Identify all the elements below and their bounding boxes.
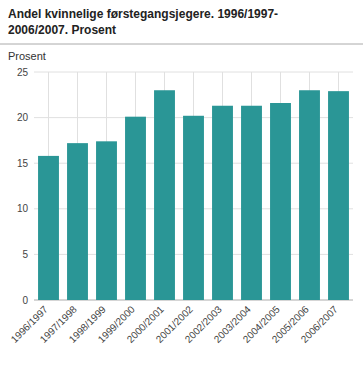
title: Andel kvinnelige førstegangsjegere. 1996…	[8, 7, 278, 37]
y-label: Prosent	[8, 50, 46, 62]
y-tick-label: 15	[17, 158, 29, 169]
bar	[299, 90, 320, 300]
bar	[96, 141, 117, 300]
chart-container: Andel kvinnelige førstegangsjegere. 1996…	[0, 0, 363, 370]
y-tick-label: 10	[17, 203, 29, 214]
bar	[270, 103, 291, 300]
bars	[38, 90, 349, 300]
bar	[212, 106, 233, 300]
chart-svg: Andel kvinnelige førstegangsjegere. 1996…	[0, 0, 363, 370]
y-tick-label: 0	[22, 295, 28, 306]
x-tick-label: 2006/2007	[299, 303, 341, 345]
bar	[183, 116, 204, 300]
y-tick-label: 5	[22, 249, 28, 260]
bar	[328, 91, 349, 300]
grid	[34, 72, 353, 300]
separator	[0, 44, 363, 45]
bar	[154, 90, 175, 300]
axes: 05101520251996/19971997/19981998/1999199…	[9, 67, 353, 345]
bar	[38, 156, 59, 300]
bar	[241, 106, 262, 300]
bar	[67, 143, 88, 300]
bar	[125, 117, 146, 300]
y-tick-label: 20	[17, 112, 29, 123]
y-tick-label: 25	[17, 67, 29, 78]
